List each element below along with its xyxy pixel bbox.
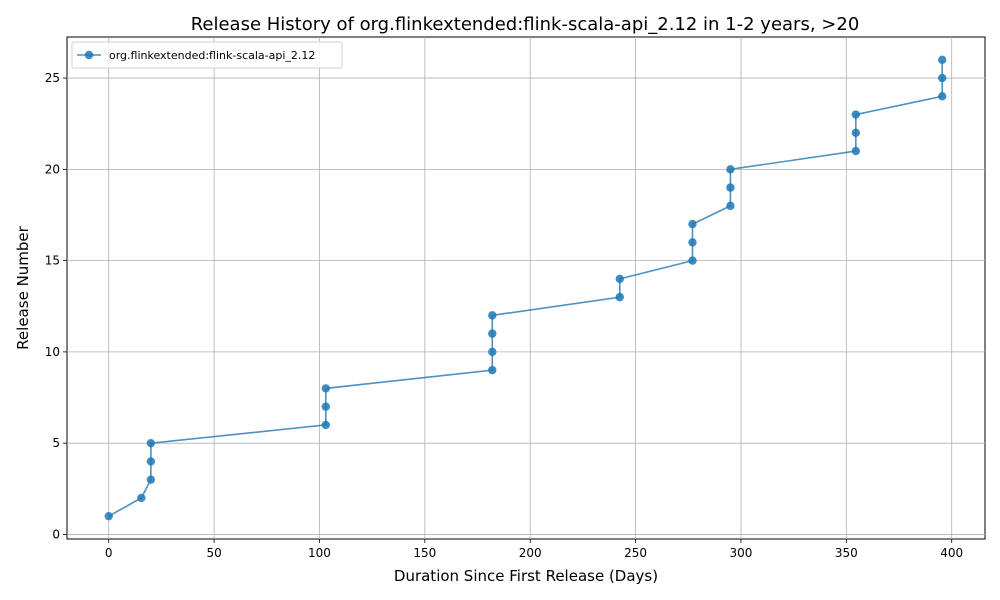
- data-point: [688, 256, 697, 265]
- data-point: [488, 311, 497, 320]
- x-tick-label: 0: [105, 546, 113, 560]
- data-point: [146, 475, 156, 484]
- series-layer: [104, 55, 947, 521]
- data-point: [488, 329, 497, 338]
- legend-entry-label: org.flinkextended:flink-scala-api_2.12: [109, 49, 315, 62]
- data-point: [137, 493, 146, 503]
- data-point: [146, 438, 156, 448]
- y-tick-label: 5: [52, 436, 60, 450]
- data-point: [688, 219, 697, 229]
- data-point: [321, 402, 330, 411]
- data-point: [488, 347, 497, 357]
- legend-box: [71, 41, 343, 69]
- axis-ticks: 0 50 100 150 200 250 300 350 400 0 5 10 15 20 25: [45, 71, 963, 560]
- data-point: [104, 511, 113, 521]
- data-point: [615, 274, 624, 284]
- y-tick-label: 15: [45, 254, 60, 268]
- data-point: [851, 128, 861, 138]
- y-axis-label: Release Number: [14, 225, 32, 349]
- x-tick-label: 50: [206, 546, 221, 560]
- data-point: [726, 183, 735, 192]
- legend: org.flinkextended:flink-scala-api_2.12: [71, 41, 343, 69]
- data-point: [146, 457, 156, 466]
- x-tick-label: 250: [624, 546, 647, 560]
- data-point: [615, 292, 624, 302]
- data-point: [726, 201, 735, 211]
- data-point: [938, 73, 947, 83]
- data-point: [938, 92, 947, 101]
- x-tick-label: 200: [519, 546, 542, 560]
- data-point: [851, 110, 861, 119]
- y-tick-label: 0: [52, 527, 60, 541]
- x-tick-label: 300: [730, 546, 753, 560]
- x-tick-label: 350: [835, 546, 858, 560]
- data-point: [726, 165, 735, 174]
- data-point: [851, 146, 861, 156]
- data-point: [488, 365, 497, 375]
- y-tick-label: 10: [45, 345, 60, 359]
- chart-title: Release History of org.flinkextended:fli…: [191, 14, 860, 35]
- plot-area: [66, 36, 986, 540]
- series-line: [108, 59, 944, 517]
- data-point: [321, 420, 330, 430]
- data-point: [321, 384, 330, 393]
- x-tick-label: 100: [308, 546, 331, 560]
- y-tick-label: 25: [45, 71, 60, 85]
- data-point: [938, 55, 947, 65]
- x-tick-label: 400: [940, 546, 963, 560]
- grid-lines: [67, 37, 985, 539]
- x-tick-label: 150: [413, 546, 436, 560]
- x-axis-label: Duration Since First Release (Days): [394, 567, 658, 585]
- data-point: [688, 238, 697, 247]
- legend-point-marker: [84, 50, 94, 60]
- y-tick-label: 20: [45, 162, 60, 176]
